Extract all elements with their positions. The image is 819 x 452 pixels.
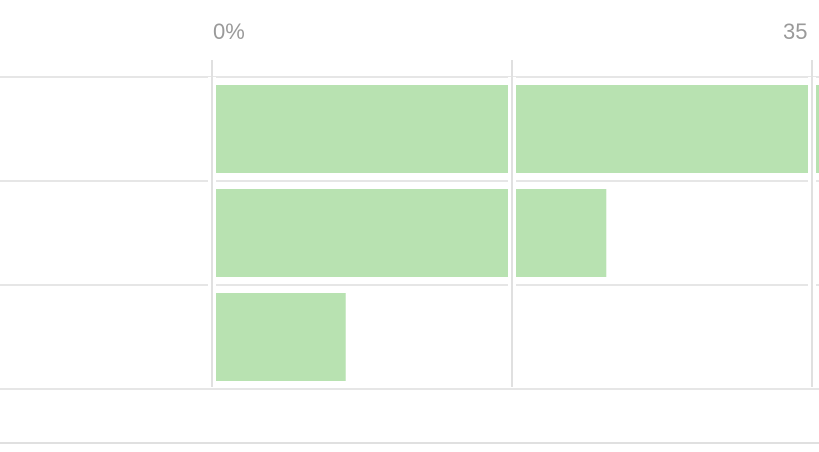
bar — [216, 189, 607, 277]
x-tick-label: 35 — [783, 19, 807, 44]
x-tick-label: 0% — [213, 19, 245, 44]
bar — [216, 85, 819, 173]
bar — [216, 293, 346, 381]
